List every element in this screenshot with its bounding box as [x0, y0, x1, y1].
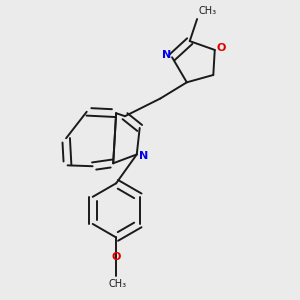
- Text: CH₃: CH₃: [199, 5, 217, 16]
- Text: CH₃: CH₃: [109, 279, 127, 289]
- Text: O: O: [217, 44, 226, 53]
- Text: N: N: [162, 50, 171, 60]
- Text: O: O: [112, 252, 121, 262]
- Text: N: N: [139, 151, 148, 161]
